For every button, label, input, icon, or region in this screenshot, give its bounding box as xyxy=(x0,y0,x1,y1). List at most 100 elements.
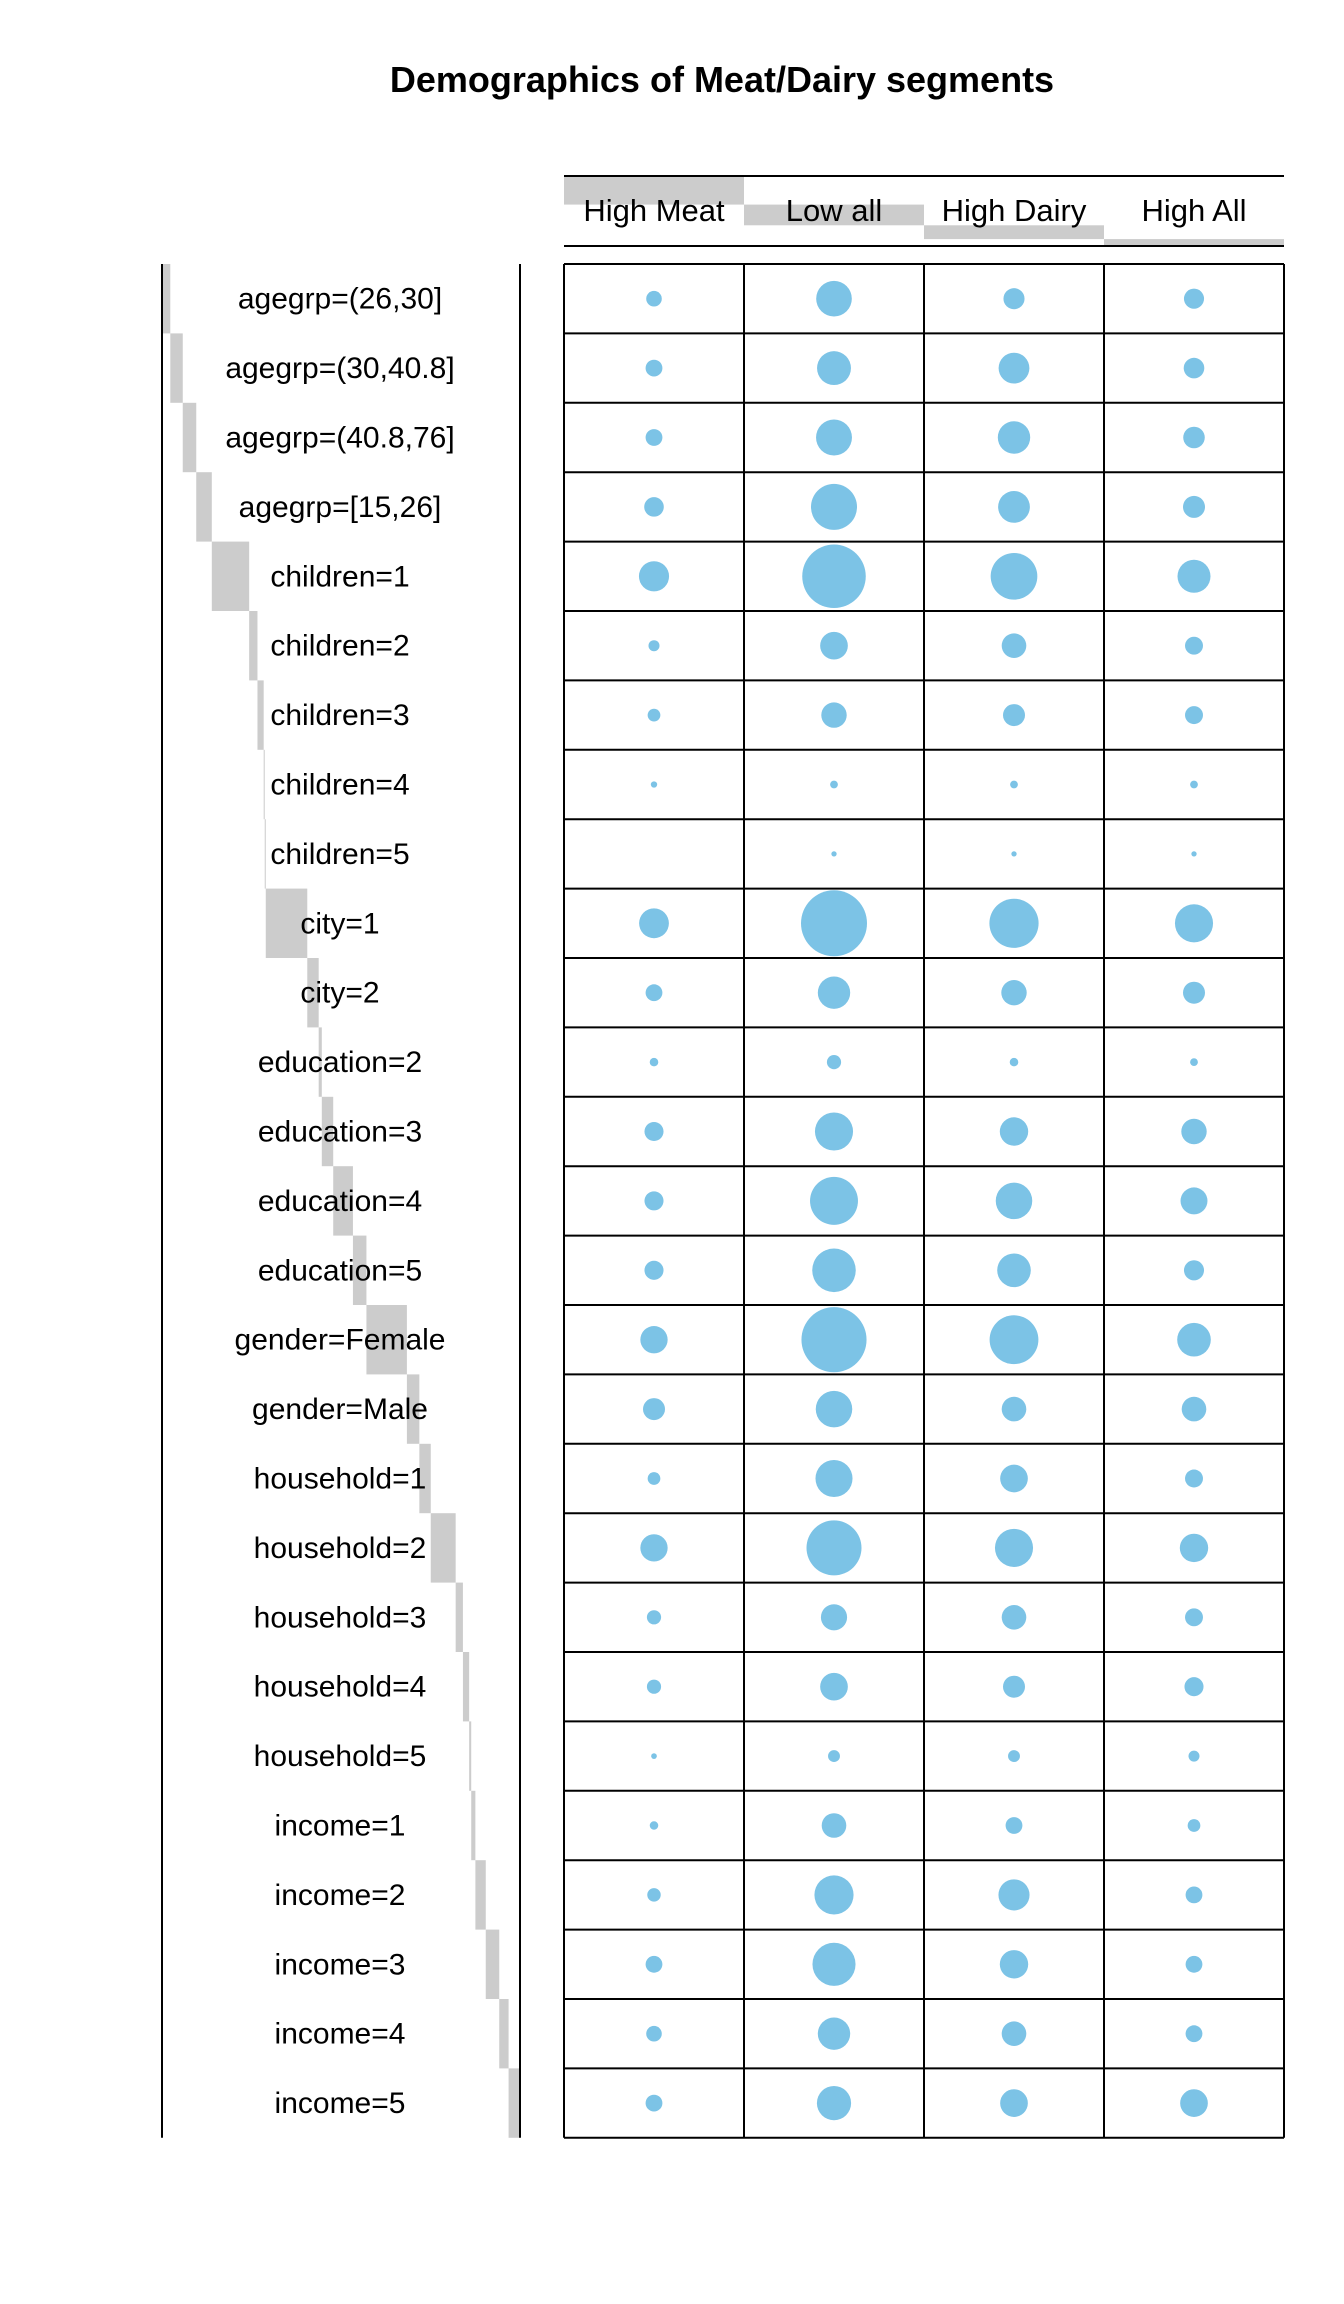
bubble-household-1-high-meat xyxy=(647,1472,661,1485)
bubble-household-3-high-meat xyxy=(646,1610,662,1625)
bubble-income-2-high-meat xyxy=(647,1888,661,1902)
bubble-household-1-high-dairy xyxy=(1000,1464,1028,1493)
row-bar-agegrp-30-40-8 xyxy=(170,333,183,403)
bubble-income-1-high-dairy xyxy=(1005,1817,1023,1834)
bubble-children-2-high-all xyxy=(1185,636,1203,655)
row-label-household-1: household=1 xyxy=(254,1463,427,1496)
bubble-income-4-high-meat xyxy=(646,2025,662,2042)
bubble-city-2-high-all xyxy=(1183,981,1205,1004)
row-bar-income-4 xyxy=(499,1999,509,2069)
bubble-education-4-high-dairy xyxy=(995,1182,1033,1220)
bubble-income-3-high-meat xyxy=(645,1955,663,1973)
bubble-education-3-high-all xyxy=(1181,1118,1207,1145)
bubble-income-3-low-all xyxy=(812,1942,856,1986)
column-bar-high-all xyxy=(1104,239,1284,246)
bubble-education-5-low-all xyxy=(812,1248,856,1293)
bubble-education-5-high-all xyxy=(1183,1260,1205,1281)
bubble-income-3-high-dairy xyxy=(999,1950,1029,1979)
bubble-children-5-low-all xyxy=(831,851,837,857)
bubble-gender-female-high-meat xyxy=(640,1326,668,1354)
row-label-education-5: education=5 xyxy=(258,1254,422,1287)
bubble-gender-female-high-all xyxy=(1177,1322,1211,1357)
bubble-household-1-low-all xyxy=(815,1459,853,1498)
bubble-children-1-low-all xyxy=(802,544,866,609)
bubble-children-3-high-all xyxy=(1185,706,1203,725)
bubble-income-5-high-all xyxy=(1180,2089,1208,2117)
row-label-gender-male: gender=Male xyxy=(252,1393,428,1426)
bubble-household-1-high-all xyxy=(1185,1469,1203,1488)
row-bar-agegrp-15-26 xyxy=(196,472,212,542)
bubble-agegrp-26-30-high-meat xyxy=(646,290,662,307)
bubble-household-4-high-all xyxy=(1184,1677,1204,1697)
row-bar-income-1 xyxy=(471,1790,476,1861)
bubble-household-3-high-dairy xyxy=(1001,1605,1027,1630)
row-label-children-3: children=3 xyxy=(270,699,409,732)
column-label-high-dairy: High Dairy xyxy=(942,193,1087,228)
row-bar-income-3 xyxy=(485,1929,500,1999)
bubble-agegrp-26-30-high-dairy xyxy=(1003,288,1025,310)
bubble-household-4-high-meat xyxy=(646,1679,662,1694)
row-label-city-2: city=2 xyxy=(300,977,379,1010)
row-label-income-3: income=3 xyxy=(275,1948,406,1981)
bubble-education-3-low-all xyxy=(814,1112,854,1151)
bubble-household-2-low-all xyxy=(806,1520,862,1576)
row-bar-household-2 xyxy=(430,1513,456,1583)
row-label-household-4: household=4 xyxy=(254,1671,427,1704)
bubble-children-2-high-meat xyxy=(648,640,660,652)
bubble-city-1-high-meat xyxy=(639,908,669,939)
row-bar-children-1 xyxy=(211,541,250,611)
bubble-agegrp-15-26-high-meat xyxy=(644,497,664,517)
row-label-household-3: household=3 xyxy=(254,1601,427,1634)
bubble-gender-male-high-dairy xyxy=(1001,1396,1027,1422)
bubble-agegrp-40-8-76-high-all xyxy=(1183,426,1205,449)
bubble-household-5-low-all xyxy=(828,1750,840,1763)
bubble-children-4-low-all xyxy=(830,780,838,789)
bubble-income-2-low-all xyxy=(814,1875,854,1915)
row-label-agegrp-15-26: agegrp=[15,26] xyxy=(239,491,442,524)
row-bar-income-2 xyxy=(475,1860,486,1930)
column-label-high-all: High All xyxy=(1141,193,1246,228)
bubble-household-4-low-all xyxy=(820,1672,848,1701)
row-bar-children-3 xyxy=(257,680,264,750)
bubble-income-2-high-dairy xyxy=(998,1879,1030,1911)
bubble-children-4-high-all xyxy=(1190,780,1198,789)
bubble-income-5-high-meat xyxy=(645,2094,663,2112)
bubble-education-4-low-all xyxy=(810,1176,858,1225)
bubble-city-1-high-all xyxy=(1174,904,1214,943)
column-label-low-all: Low all xyxy=(786,193,883,228)
row-label-children-4: children=4 xyxy=(270,769,409,802)
bubble-agegrp-15-26-high-dairy xyxy=(998,491,1030,523)
bubble-children-3-high-meat xyxy=(647,708,661,722)
row-bar-education-5 xyxy=(352,1235,367,1305)
bubble-gender-female-low-all xyxy=(801,1307,867,1373)
column-bar-high-meat xyxy=(564,176,744,205)
bubbles xyxy=(638,280,1214,2121)
row-bar-city-2 xyxy=(307,958,319,1028)
row-bar-household-3 xyxy=(455,1582,463,1652)
row-label-gender-female: gender=Female xyxy=(235,1324,446,1357)
row-label-income-4: income=4 xyxy=(275,2018,406,2051)
bubble-agegrp-40-8-76-high-dairy xyxy=(997,421,1031,454)
row-label-agegrp-30-40-8: agegrp=(30,40.8] xyxy=(225,352,454,385)
bubble-agegrp-40-8-76-high-meat xyxy=(645,429,663,446)
bubble-city-2-low-all xyxy=(817,976,851,1009)
bubble-household-5-high-all xyxy=(1188,1750,1200,1762)
row-bar-education-2 xyxy=(318,1027,322,1097)
column-margin-bars xyxy=(564,176,1284,246)
bubble-agegrp-30-40-8-high-meat xyxy=(645,359,663,377)
bubble-income-1-high-meat xyxy=(649,1821,659,1830)
bubble-education-2-high-dairy xyxy=(1009,1057,1019,1067)
bubble-income-1-high-all xyxy=(1187,1819,1201,1832)
row-label-city-1: city=1 xyxy=(300,907,379,940)
bubble-income-1-low-all xyxy=(821,1813,847,1838)
column-bar-high-dairy xyxy=(924,225,1104,240)
bubble-education-4-high-meat xyxy=(644,1191,664,1211)
bubble-agegrp-40-8-76-low-all xyxy=(816,419,852,456)
row-bar-children-5 xyxy=(264,819,266,889)
bubble-education-3-high-meat xyxy=(644,1121,664,1142)
bubble-agegrp-26-30-high-all xyxy=(1183,288,1205,309)
row-label-children-2: children=2 xyxy=(270,630,409,663)
row-label-income-1: income=1 xyxy=(275,1810,406,1843)
row-labels: agegrp=(26,30] agegrp=(30,40.8] agegrp=(40… xyxy=(225,283,454,2120)
row-margin-bars xyxy=(161,264,521,2138)
